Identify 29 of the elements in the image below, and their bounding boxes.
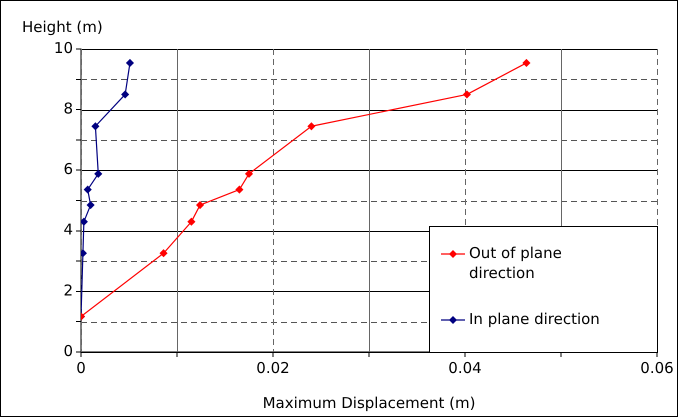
x-tick-label: 0 <box>76 358 86 377</box>
point <box>121 90 129 98</box>
point <box>188 218 196 226</box>
y-tick-label: 10 <box>54 38 73 57</box>
point <box>236 186 244 194</box>
point <box>196 201 204 209</box>
point <box>92 122 100 130</box>
y-tick-label: 4 <box>63 220 73 239</box>
point <box>160 249 168 258</box>
point <box>94 170 102 178</box>
y-tick-label: 6 <box>63 160 73 178</box>
x-axis-title: Maximum Displacement (m) <box>262 394 476 412</box>
point <box>308 122 316 130</box>
x-tick-label: 0.04 <box>448 358 482 377</box>
point <box>522 59 530 67</box>
y-tick-label: 0 <box>63 342 73 360</box>
point <box>86 201 94 209</box>
y-axis-title: Height (m) <box>22 18 103 36</box>
y-tick-label: 8 <box>63 99 73 118</box>
point <box>245 170 253 178</box>
legend-label: Out of plane direction <box>469 244 562 282</box>
x-tick-label: 0.02 <box>256 358 290 377</box>
point <box>126 59 134 67</box>
x-tick-label: 0.06 <box>640 358 674 377</box>
point <box>81 218 88 226</box>
y-tick-label: 2 <box>63 281 73 300</box>
legend-label: In plane direction <box>469 310 600 328</box>
point <box>84 186 92 194</box>
point <box>463 90 471 98</box>
